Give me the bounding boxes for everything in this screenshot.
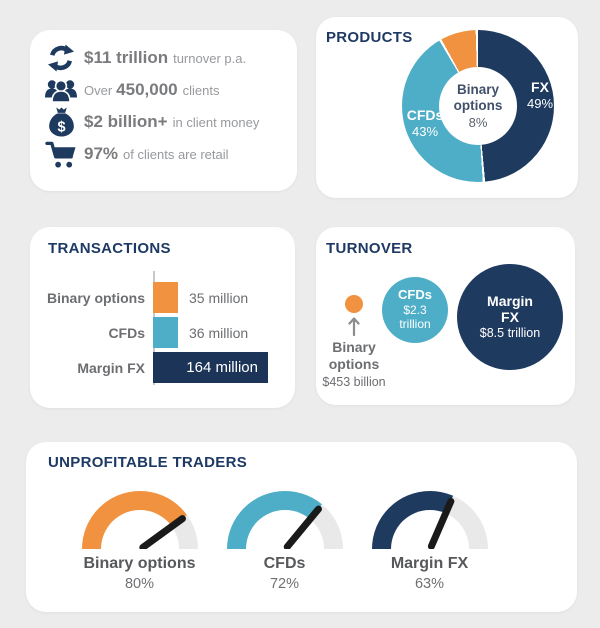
- transactions-row: Binary options 35 million: [38, 282, 268, 313]
- transactions-row: Margin FX 164 million: [38, 352, 268, 383]
- transactions-value: 164 million: [186, 359, 258, 376]
- gauge-percent: 72%: [269, 576, 300, 592]
- transactions-row: CFDs 36 million: [38, 317, 268, 348]
- slice-pct: 49%: [526, 95, 554, 111]
- donut-label-cfds: CFDs 43%: [396, 107, 454, 139]
- gauge-percent: 80%: [124, 576, 155, 592]
- donut-label-fx: FX 49%: [508, 79, 572, 111]
- transactions-category: Margin FX: [77, 359, 145, 376]
- bubble-name: CFDs: [398, 287, 432, 303]
- stat-text: $2 billion+ in client money: [84, 112, 259, 132]
- stat-value: $11 trillion: [84, 48, 169, 67]
- turnover-binary-label: Binary options $453 billion: [314, 339, 394, 389]
- gauge: Margin FX 63%: [357, 491, 502, 592]
- stat-text: $11 trillion turnover p.a.: [84, 48, 246, 68]
- stat-value: $2 billion+: [84, 112, 168, 131]
- gauge-arc: [371, 491, 488, 549]
- turnover-bubble-circle: CFDs $2.3 trillion: [382, 277, 448, 343]
- turnover-bubble-circle: Margin FX $8.5 trillion: [457, 264, 563, 370]
- stat-text: 97% of clients are retail: [84, 144, 229, 164]
- transactions-category: CFDs: [108, 324, 145, 341]
- gauge-arc: [226, 491, 343, 549]
- products-title: PRODUCTS: [326, 29, 413, 46]
- donut-hole: [439, 67, 517, 145]
- transactions-bar: 164 million: [153, 352, 268, 383]
- stat-text: Over 450,000 clients: [84, 80, 219, 100]
- bubble-name: Binary options: [328, 339, 380, 372]
- gauge-arc: [81, 491, 198, 549]
- stat-value: 450,000: [116, 80, 178, 99]
- bubble-value: $8.5 trillion: [479, 326, 541, 341]
- slice-name: CFDs: [406, 107, 444, 123]
- gauge-label: CFDs: [263, 555, 306, 572]
- stat-row-retail: 97% of clients are retail: [44, 138, 287, 170]
- stat-row-client-money: $ $2 billion+ in client money: [44, 106, 287, 138]
- bubble-value: $2.3 trillion: [399, 303, 431, 331]
- svg-text:$: $: [57, 119, 65, 135]
- gauge-label: Binary options: [83, 555, 196, 572]
- donut-center-name: Binary options: [453, 81, 503, 113]
- stat-desc: turnover p.a.: [173, 51, 247, 66]
- stat-row-turnover: $11 trillion turnover p.a.: [44, 42, 287, 74]
- slice-pct: 43%: [411, 123, 439, 139]
- stat-desc: in client money: [172, 115, 260, 130]
- transactions-category: Binary options: [46, 289, 145, 306]
- stat-value: 97%: [84, 144, 119, 163]
- stat-desc: of clients are retail: [123, 147, 229, 162]
- transactions-bar: [153, 282, 178, 313]
- transactions-rows: Binary options 35 million CFDs 36 millio…: [38, 282, 268, 383]
- gauges-row: Binary options 80% CFDs 72% Margin FX 63…: [67, 491, 502, 592]
- slice-name: FX: [531, 79, 549, 95]
- money-bag-icon: $: [44, 107, 78, 138]
- transactions-value: 36 million: [189, 324, 249, 341]
- gauge: CFDs 72%: [212, 491, 357, 592]
- stats-panel: $11 trillion turnover p.a. Over 450,000 cli…: [30, 30, 297, 191]
- gauge-label: Margin FX: [390, 555, 469, 572]
- cart-icon: [44, 140, 78, 169]
- stats-list: $11 trillion turnover p.a. Over 450,000 cli…: [44, 42, 287, 170]
- turnover-panel: TURNOVER Binary options $453 billion CFD…: [316, 227, 575, 405]
- stat-prefix: Over: [84, 83, 113, 98]
- gauge: Binary options 80%: [67, 491, 212, 592]
- donut-center-value: 8%: [468, 115, 488, 131]
- transactions-value: 35 million: [189, 289, 249, 306]
- turnover-bubble-circle: [345, 295, 363, 313]
- arrow-up-icon: [348, 314, 360, 341]
- transactions-title: TRANSACTIONS: [48, 240, 171, 257]
- products-panel: PRODUCTS Binary options 8% FX 49% CFDs 4…: [316, 17, 578, 198]
- transactions-panel: TRANSACTIONS Binary options 35 million C…: [30, 227, 295, 408]
- unprofitable-panel: UNPROFITABLE TRADERS Binary options 80% …: [26, 442, 577, 612]
- stat-desc: clients: [182, 83, 220, 98]
- stat-row-clients: Over 450,000 clients: [44, 74, 287, 106]
- unprofitable-title: UNPROFITABLE TRADERS: [48, 454, 248, 471]
- turnover-title: TURNOVER: [326, 240, 413, 257]
- clients-icon: [44, 77, 78, 104]
- donut-center-label: Binary options 8%: [402, 30, 554, 182]
- transactions-bar: [153, 317, 178, 348]
- refresh-icon: [44, 43, 78, 73]
- products-donut: Binary options 8% FX 49% CFDs 43%: [402, 30, 554, 182]
- bubble-name: Margin FX: [487, 293, 533, 326]
- bubble-value: $453 billion: [322, 374, 386, 389]
- gauge-percent: 63%: [414, 576, 445, 592]
